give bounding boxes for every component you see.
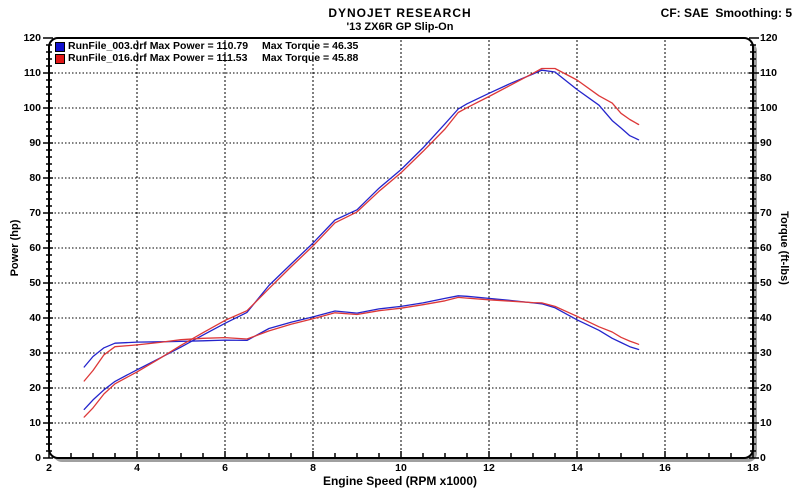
torque-tick-label: 90 [760,137,772,149]
run-subtitle: '13 ZX6R GP Slip-On [346,21,454,33]
power-tick-label: 0 [35,452,41,464]
torque-tick-label: 100 [760,102,778,114]
torque-tick-label: 0 [760,452,766,464]
torque-tick-label: 70 [760,207,772,219]
legend-torque-label: Max Torque = 45.88 [262,52,359,64]
power-curve-run016 [83,67,640,418]
x-tick-label: 4 [134,462,140,474]
torque-curve-run016 [83,296,640,382]
power-tick-label: 110 [24,67,41,79]
x-tick-label: 2 [46,462,52,474]
x-tick-label: 10 [395,462,407,474]
legend-torque-label: Max Torque = 46.35 [262,40,359,52]
legend-power-label: RunFile_016.drf Max Power = 111.53 [68,52,248,64]
series-color-swatch-red [55,54,65,64]
x-tick-label: 8 [310,462,316,474]
torque-tick-label: 50 [760,277,772,289]
legend-power-label: RunFile_003.drf Max Power = 110.79 [68,40,249,52]
torque-tick-label: 30 [760,347,772,359]
torque-tick-label: 40 [760,312,772,324]
power-tick-label: 90 [29,137,41,149]
x-tick-label: 18 [747,462,759,474]
power-tick-label: 60 [29,242,41,254]
power-tick-label: 80 [29,172,41,184]
correction-smoothing-label: CF: SAE Smoothing: 5 [660,6,792,20]
x-tick-label: 16 [659,462,671,474]
power-tick-label: 20 [29,382,41,394]
x-tick-label: 14 [571,462,583,474]
x-tick-label: 6 [222,462,228,474]
plot-frame [48,37,754,459]
power-tick-label: 120 [23,32,41,44]
x-tick-label: 12 [483,462,495,474]
rpm-axis-title: Engine Speed (RPM x1000) [322,474,478,488]
legend: RunFile_003.drf Max Power = 110.79 Max T… [55,41,475,65]
power-tick-label: 10 [29,417,41,429]
power-tick-label: 30 [29,347,41,359]
page-title: DYNOJET RESEARCH [328,6,472,20]
torque-tick-label: 110 [760,67,777,79]
torque-tick-label: 120 [760,32,778,44]
power-tick-label: 40 [29,312,41,324]
power-tick-label: 100 [23,102,41,114]
legend-entry-run003: RunFile_003.drf Max Power = 110.79 Max T… [55,41,475,53]
series-color-swatch-blue [55,42,65,52]
power-tick-label: 70 [29,207,41,219]
torque-tick-label: 60 [760,242,772,254]
torque-tick-label: 20 [760,382,772,394]
torque-tick-label: 80 [760,172,772,184]
torque-tick-label: 10 [760,417,772,429]
power-tick-label: 50 [29,277,41,289]
legend-entry-run016: RunFile_016.drf Max Power = 111.53 Max T… [55,53,475,65]
